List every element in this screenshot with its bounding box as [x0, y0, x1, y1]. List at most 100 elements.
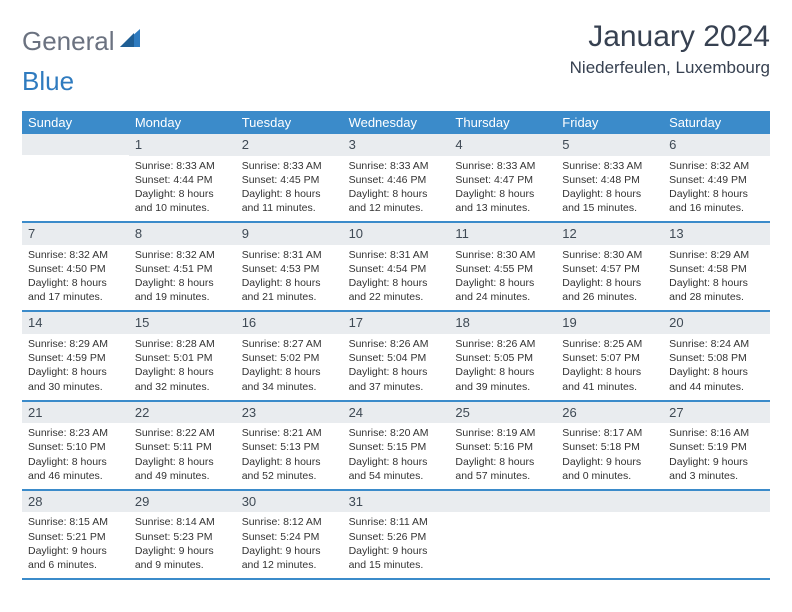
day-body: Sunrise: 8:25 AMSunset: 5:07 PMDaylight:…: [556, 334, 663, 400]
day-of-week-cell: Thursday: [449, 111, 556, 134]
sunrise-text: Sunrise: 8:33 AM: [562, 159, 657, 173]
sunset-text: Sunset: 4:45 PM: [242, 173, 337, 187]
daylight-line1: Daylight: 8 hours: [349, 276, 444, 290]
daylight-line2: and 22 minutes.: [349, 290, 444, 304]
sunrise-text: Sunrise: 8:32 AM: [28, 248, 123, 262]
daylight-line1: Daylight: 9 hours: [135, 544, 230, 558]
sunset-text: Sunset: 4:50 PM: [28, 262, 123, 276]
daylight-line1: Daylight: 8 hours: [455, 276, 550, 290]
day-cell: [22, 134, 129, 221]
sunrise-text: Sunrise: 8:32 AM: [135, 248, 230, 262]
daylight-line2: and 30 minutes.: [28, 380, 123, 394]
day-cell: 2Sunrise: 8:33 AMSunset: 4:45 PMDaylight…: [236, 134, 343, 221]
sunrise-text: Sunrise: 8:11 AM: [349, 515, 444, 529]
daylight-line2: and 52 minutes.: [242, 469, 337, 483]
sunrise-text: Sunrise: 8:30 AM: [562, 248, 657, 262]
sunrise-text: Sunrise: 8:29 AM: [669, 248, 764, 262]
day-of-week-cell: Sunday: [22, 111, 129, 134]
title-block: January 2024 Niederfeulen, Luxembourg: [570, 20, 770, 78]
sunset-text: Sunset: 4:49 PM: [669, 173, 764, 187]
day-number: 13: [663, 223, 770, 245]
daylight-line1: Daylight: 9 hours: [242, 544, 337, 558]
sunset-text: Sunset: 5:26 PM: [349, 530, 444, 544]
day-number: 21: [22, 402, 129, 424]
day-body: Sunrise: 8:14 AMSunset: 5:23 PMDaylight:…: [129, 512, 236, 578]
daylight-line1: Daylight: 8 hours: [28, 455, 123, 469]
sunset-text: Sunset: 5:16 PM: [455, 440, 550, 454]
sunset-text: Sunset: 4:54 PM: [349, 262, 444, 276]
day-cell: [663, 491, 770, 578]
daylight-line1: Daylight: 8 hours: [135, 365, 230, 379]
day-body: Sunrise: 8:26 AMSunset: 5:05 PMDaylight:…: [449, 334, 556, 400]
sunrise-text: Sunrise: 8:20 AM: [349, 426, 444, 440]
sunrise-text: Sunrise: 8:26 AM: [349, 337, 444, 351]
daylight-line2: and 0 minutes.: [562, 469, 657, 483]
sunrise-text: Sunrise: 8:33 AM: [135, 159, 230, 173]
sunset-text: Sunset: 5:02 PM: [242, 351, 337, 365]
day-number: 26: [556, 402, 663, 424]
day-number: 11: [449, 223, 556, 245]
sunrise-text: Sunrise: 8:32 AM: [669, 159, 764, 173]
day-body-blank: [663, 512, 770, 570]
sunset-text: Sunset: 4:53 PM: [242, 262, 337, 276]
daylight-line2: and 24 minutes.: [455, 290, 550, 304]
day-number: 1: [129, 134, 236, 156]
daylight-line1: Daylight: 8 hours: [349, 187, 444, 201]
day-body: Sunrise: 8:26 AMSunset: 5:04 PMDaylight:…: [343, 334, 450, 400]
day-body: Sunrise: 8:19 AMSunset: 5:16 PMDaylight:…: [449, 423, 556, 489]
day-body: Sunrise: 8:31 AMSunset: 4:54 PMDaylight:…: [343, 245, 450, 311]
day-body: Sunrise: 8:20 AMSunset: 5:15 PMDaylight:…: [343, 423, 450, 489]
sunset-text: Sunset: 5:13 PM: [242, 440, 337, 454]
sunrise-text: Sunrise: 8:26 AM: [455, 337, 550, 351]
day-cell: 15Sunrise: 8:28 AMSunset: 5:01 PMDayligh…: [129, 312, 236, 399]
sunrise-text: Sunrise: 8:17 AM: [562, 426, 657, 440]
day-body: Sunrise: 8:33 AMSunset: 4:44 PMDaylight:…: [129, 156, 236, 222]
sunset-text: Sunset: 5:18 PM: [562, 440, 657, 454]
daylight-line1: Daylight: 8 hours: [455, 187, 550, 201]
day-body: Sunrise: 8:30 AMSunset: 4:57 PMDaylight:…: [556, 245, 663, 311]
day-cell: 13Sunrise: 8:29 AMSunset: 4:58 PMDayligh…: [663, 223, 770, 310]
sunset-text: Sunset: 5:24 PM: [242, 530, 337, 544]
day-cell: 4Sunrise: 8:33 AMSunset: 4:47 PMDaylight…: [449, 134, 556, 221]
day-cell: 30Sunrise: 8:12 AMSunset: 5:24 PMDayligh…: [236, 491, 343, 578]
day-cell: 28Sunrise: 8:15 AMSunset: 5:21 PMDayligh…: [22, 491, 129, 578]
day-number-blank: [556, 491, 663, 512]
week-row: 28Sunrise: 8:15 AMSunset: 5:21 PMDayligh…: [22, 491, 770, 580]
day-body: Sunrise: 8:11 AMSunset: 5:26 PMDaylight:…: [343, 512, 450, 578]
sunset-text: Sunset: 4:48 PM: [562, 173, 657, 187]
day-cell: 22Sunrise: 8:22 AMSunset: 5:11 PMDayligh…: [129, 402, 236, 489]
day-cell: 17Sunrise: 8:26 AMSunset: 5:04 PMDayligh…: [343, 312, 450, 399]
daylight-line2: and 39 minutes.: [455, 380, 550, 394]
day-number: 18: [449, 312, 556, 334]
day-body: Sunrise: 8:32 AMSunset: 4:49 PMDaylight:…: [663, 156, 770, 222]
daylight-line2: and 32 minutes.: [135, 380, 230, 394]
sunrise-text: Sunrise: 8:21 AM: [242, 426, 337, 440]
daylight-line1: Daylight: 9 hours: [669, 455, 764, 469]
daylight-line2: and 21 minutes.: [242, 290, 337, 304]
day-number: 2: [236, 134, 343, 156]
day-body-blank: [556, 512, 663, 570]
daylight-line2: and 15 minutes.: [562, 201, 657, 215]
logo: General: [22, 20, 144, 57]
daylight-line2: and 44 minutes.: [669, 380, 764, 394]
day-cell: 27Sunrise: 8:16 AMSunset: 5:19 PMDayligh…: [663, 402, 770, 489]
logo-text-blue: Blue: [22, 66, 74, 97]
day-body: Sunrise: 8:33 AMSunset: 4:48 PMDaylight:…: [556, 156, 663, 222]
daylight-line2: and 13 minutes.: [455, 201, 550, 215]
day-body: Sunrise: 8:30 AMSunset: 4:55 PMDaylight:…: [449, 245, 556, 311]
sunset-text: Sunset: 5:05 PM: [455, 351, 550, 365]
day-cell: 31Sunrise: 8:11 AMSunset: 5:26 PMDayligh…: [343, 491, 450, 578]
daylight-line2: and 28 minutes.: [669, 290, 764, 304]
day-body: Sunrise: 8:22 AMSunset: 5:11 PMDaylight:…: [129, 423, 236, 489]
daylight-line1: Daylight: 8 hours: [28, 365, 123, 379]
daylight-line1: Daylight: 9 hours: [349, 544, 444, 558]
week-row: 21Sunrise: 8:23 AMSunset: 5:10 PMDayligh…: [22, 402, 770, 491]
calendar: SundayMondayTuesdayWednesdayThursdayFrid…: [22, 111, 770, 580]
logo-sail-icon: [120, 29, 142, 54]
day-number: 3: [343, 134, 450, 156]
day-body: Sunrise: 8:24 AMSunset: 5:08 PMDaylight:…: [663, 334, 770, 400]
sunset-text: Sunset: 4:44 PM: [135, 173, 230, 187]
sunrise-text: Sunrise: 8:15 AM: [28, 515, 123, 529]
day-cell: 10Sunrise: 8:31 AMSunset: 4:54 PMDayligh…: [343, 223, 450, 310]
daylight-line2: and 54 minutes.: [349, 469, 444, 483]
